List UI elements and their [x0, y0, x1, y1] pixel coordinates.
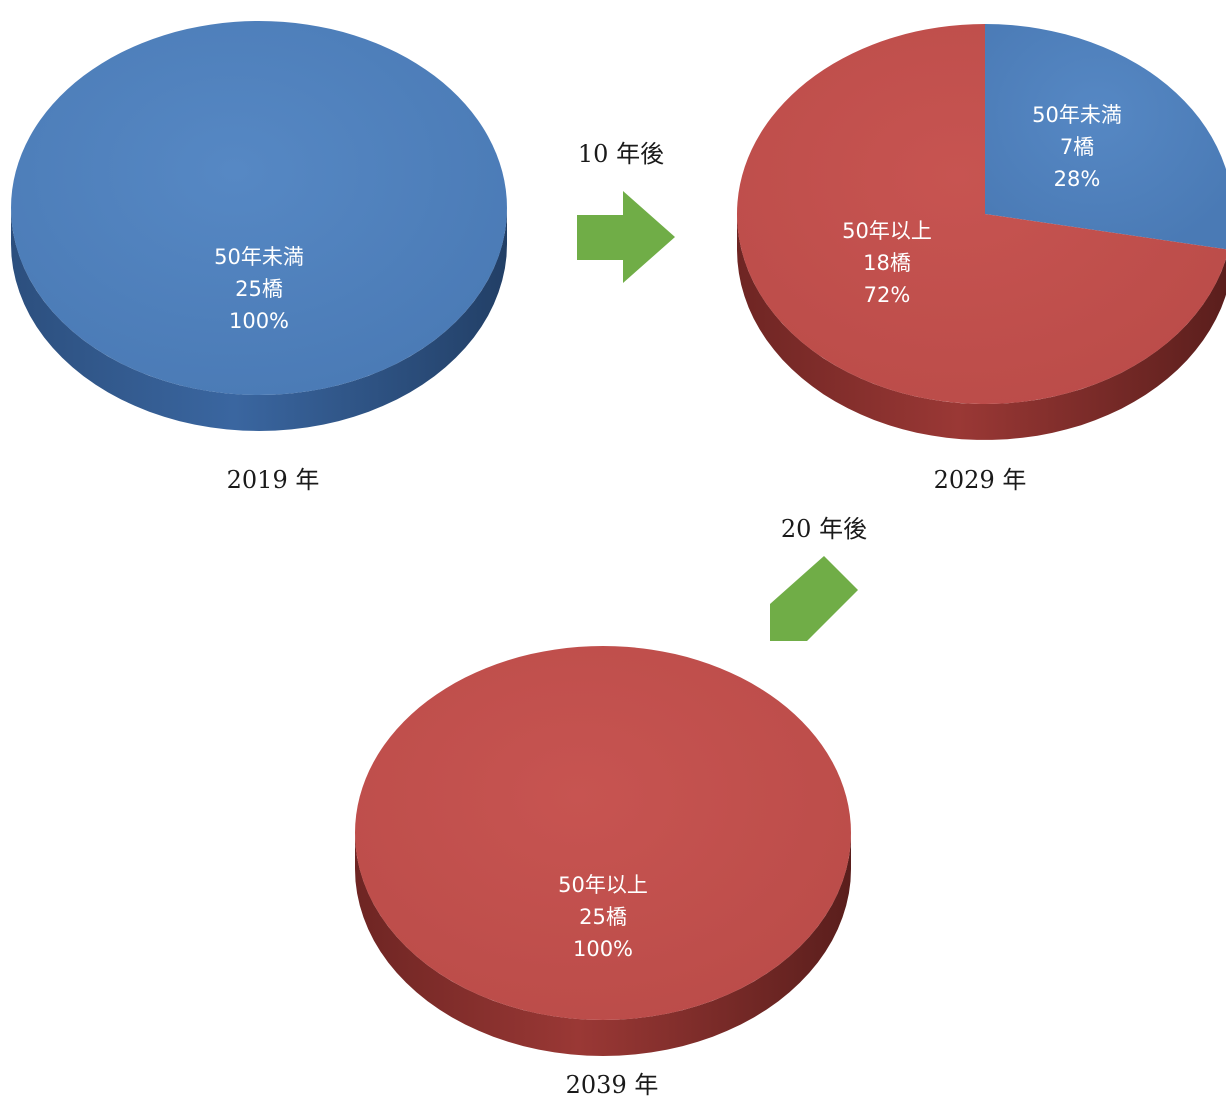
slice-label-name: 50年未満 [1032, 103, 1122, 127]
slice-label-count: 25橋 [579, 905, 627, 929]
slice-label-count: 7橋 [1060, 135, 1094, 159]
arrow-10-years: 10 年後 [577, 140, 675, 283]
arrow-down-left-icon [770, 556, 858, 641]
pie-slice [985, 24, 1226, 250]
arrow-20-years-label: 20 年後 [781, 515, 867, 543]
pie-2039: 50年以上 25橋 100% 2039 年 [355, 646, 851, 1099]
slice-label-percent: 72% [864, 283, 911, 307]
pie-slice [736, 24, 1226, 404]
pie-side-segment [11, 208, 507, 431]
slice-label-count: 25橋 [235, 277, 283, 301]
pie-2029-side [737, 214, 1226, 440]
pie-2039-top [355, 646, 851, 1020]
pie-2029-top [736, 24, 1226, 404]
slice-label-name: 50年未満 [214, 245, 304, 269]
pie-2019-title: 2019 年 [227, 466, 320, 494]
arrow-20-years: 20 年後 [770, 515, 867, 641]
arrow-right-icon [577, 191, 675, 283]
pie-2029-title: 2029 年 [934, 466, 1027, 494]
pie-side-segment [737, 214, 1226, 440]
slice-label-name: 50年以上 [842, 219, 932, 243]
pie-2019-side [11, 208, 507, 431]
pie-2019: 50年未満 25橋 100% 2019 年 [11, 21, 507, 494]
pie-side-segment [355, 833, 851, 1056]
slice-label-percent: 100% [573, 937, 633, 961]
slice-label-percent: 28% [1054, 167, 1101, 191]
pie-2039-title: 2039 年 [566, 1071, 659, 1099]
slice-label-count: 18橋 [863, 251, 911, 275]
pie-slice [355, 646, 851, 1020]
pie-2029: 50年未満 7橋 28% 50年以上 18橋 72% 2029 年 [736, 24, 1226, 494]
pie-2039-side [355, 833, 851, 1056]
pie-slice [11, 21, 507, 395]
pie-2019-top [11, 21, 507, 395]
slice-label-name: 50年以上 [558, 873, 648, 897]
slice-label-percent: 100% [229, 309, 289, 333]
arrow-10-years-label: 10 年後 [578, 140, 664, 168]
